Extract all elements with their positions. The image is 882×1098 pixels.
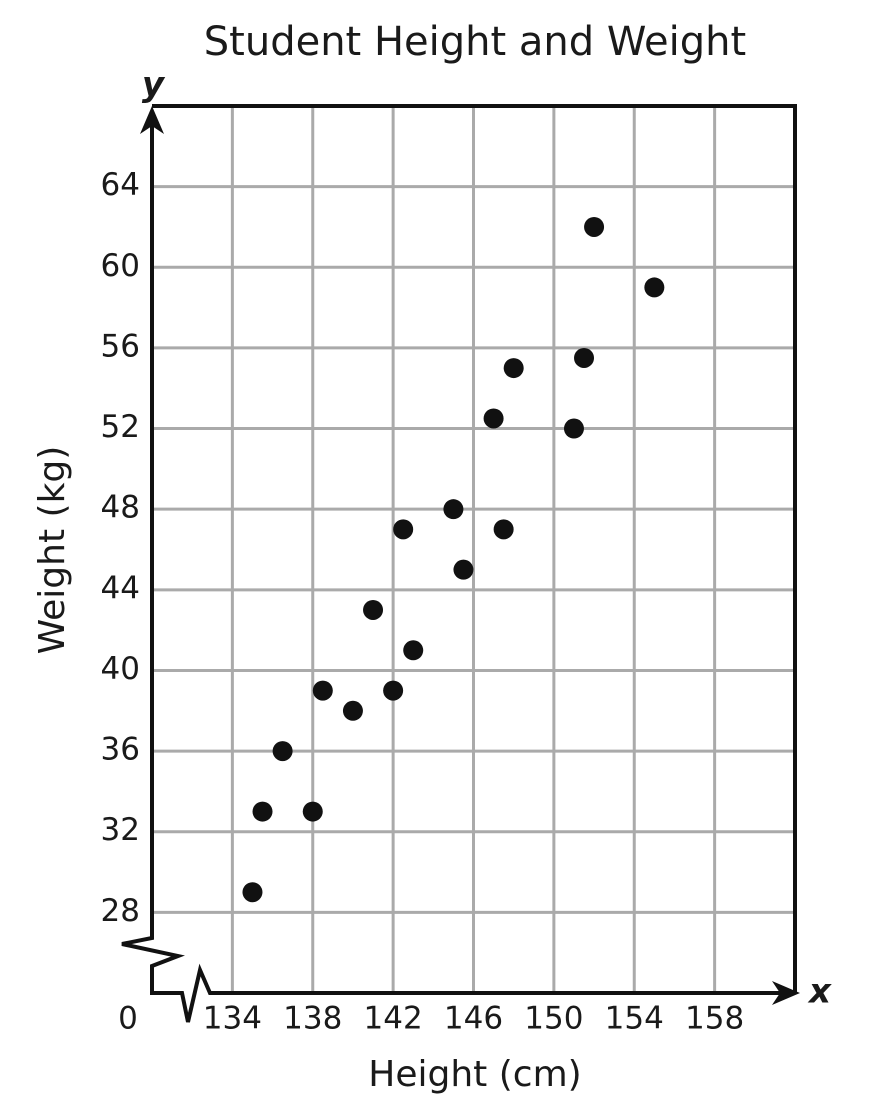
x-axis-letter: x [807,972,832,1012]
x-tick-label: 146 [444,1001,503,1037]
x-axis-label: Height (cm) [368,1054,581,1095]
y-tick-label: 52 [101,409,140,445]
y-tick-label: 40 [101,651,140,687]
point [584,216,605,237]
y-tick-label: 56 [101,328,140,364]
point [302,801,323,822]
x-tick-label: 158 [685,1001,744,1037]
point [272,741,293,762]
y-tick-label: 36 [101,732,140,768]
origin-label: 0 [118,1001,138,1037]
point [574,347,595,368]
point [453,559,474,580]
point [363,599,384,620]
point [403,640,424,661]
point [252,801,273,822]
x-tick-label: 142 [364,1001,423,1037]
point [563,418,584,439]
point [483,408,504,429]
axes [121,104,797,1023]
point [242,882,263,903]
x-tick-label: 134 [203,1001,262,1037]
x-arrow [772,981,800,1005]
point [393,519,414,540]
point [443,499,464,520]
point [503,358,524,379]
chart-title: Student Height and Weight [204,19,746,65]
points [242,216,665,903]
y-arrow [140,106,164,134]
y-axis-label: Weight (kg) [32,446,73,655]
point [342,700,363,721]
y-tick-label: 60 [101,248,140,284]
frame [152,104,797,993]
y-tick-label: 28 [101,893,140,929]
y-tick-label: 48 [101,490,140,526]
y-tick-label: 44 [101,570,140,606]
axis-line [121,122,780,1023]
point [312,680,333,701]
y-axis-letter: y [142,65,166,105]
point [383,680,404,701]
x-tick-label: 154 [605,1001,664,1037]
y-tick-label: 32 [101,812,140,848]
x-tick-label: 150 [524,1001,583,1037]
point [493,519,514,540]
x-tick-label: 138 [283,1001,342,1037]
point [644,277,665,298]
grid [152,106,795,993]
y-tick-label: 64 [101,167,140,203]
